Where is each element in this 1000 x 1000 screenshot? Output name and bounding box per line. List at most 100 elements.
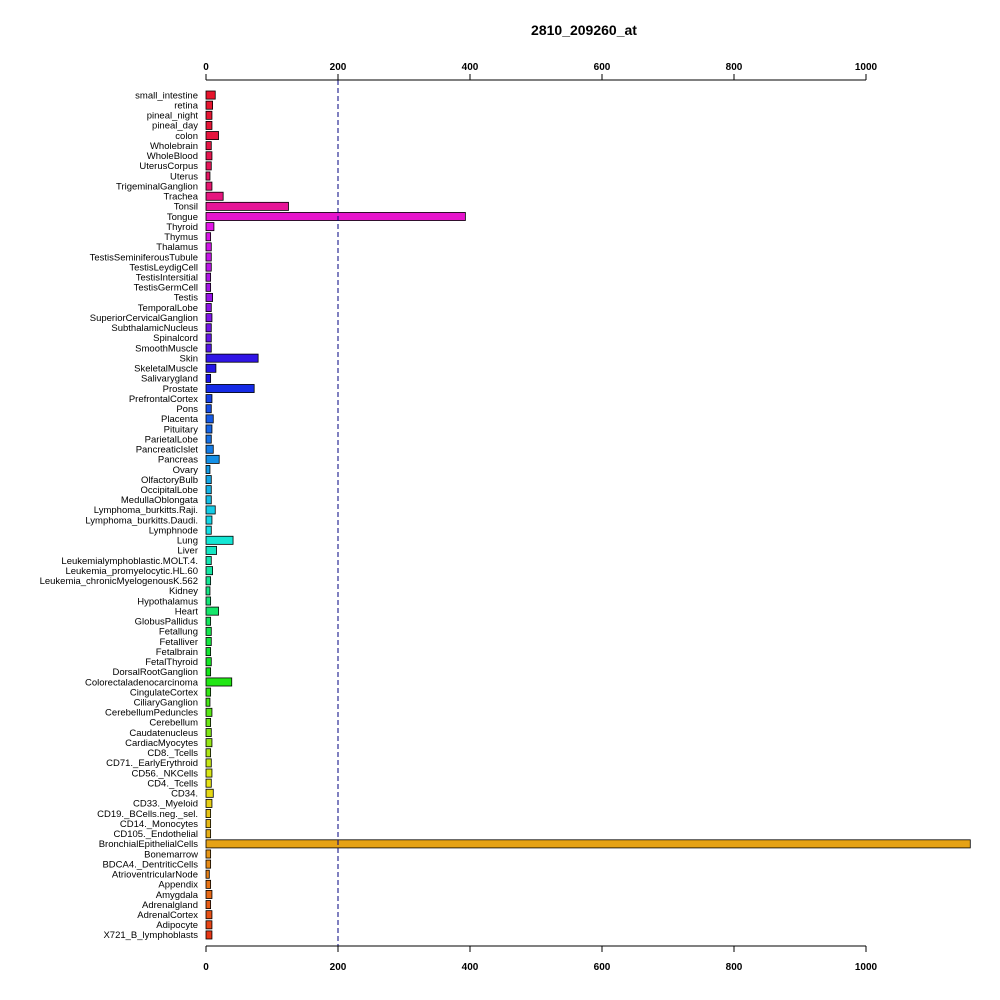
bar-cingulatecortex bbox=[205, 687, 212, 697]
bar-ciliaryganglion bbox=[205, 697, 211, 707]
category-label: Tongue bbox=[167, 212, 198, 223]
tick-label: 400 bbox=[462, 62, 479, 73]
chart-title: 2810_209260_at bbox=[531, 22, 637, 38]
bar-fetalbrain bbox=[205, 647, 212, 657]
category-label: Pons bbox=[176, 404, 198, 415]
category-label: Tonsil bbox=[174, 202, 198, 213]
category-label: DorsalRootGanglion bbox=[112, 667, 198, 678]
bar-leukemia-chronicmyelogenousk-562 bbox=[205, 576, 212, 586]
tick-label: 600 bbox=[594, 62, 611, 73]
bar-pancreaticislet bbox=[205, 444, 214, 454]
bar-testis bbox=[205, 292, 213, 302]
top-axis: 0 200 400 600 800 1000 bbox=[203, 62, 878, 81]
category-label: Leukemia_chronicMyelogenousK.562 bbox=[40, 576, 198, 587]
bar-colorectaladenocarcinoma bbox=[205, 677, 233, 687]
category-label: PancreaticIslet bbox=[136, 445, 199, 456]
category-label: CD19._BCells.neg._sel. bbox=[97, 809, 198, 820]
tick-label: 0 bbox=[203, 962, 209, 973]
category-label: Skin bbox=[180, 353, 198, 364]
category-label: X721_B_lymphoblasts bbox=[103, 930, 198, 941]
bar-x721-b-lymphoblasts bbox=[205, 930, 213, 940]
bar-cd56-nkcells bbox=[205, 768, 213, 778]
bar-small-intestine bbox=[205, 90, 216, 100]
category-label: pineal_day bbox=[152, 121, 198, 132]
category-label: Liver bbox=[177, 546, 198, 557]
category-label: CD105._Endothelial bbox=[113, 829, 198, 840]
bar-parietallobe bbox=[205, 434, 212, 444]
bar-colon bbox=[205, 131, 219, 140]
category-label: Leukemia_promyelocytic.HL.60 bbox=[65, 566, 198, 577]
category-label: Trachea bbox=[164, 192, 199, 203]
category-label: AdrenalCortex bbox=[137, 910, 198, 921]
bar-globuspallidus bbox=[205, 616, 212, 626]
bar-testisintersitial bbox=[205, 272, 212, 282]
category-label: Lymphoma_burkitts.Raji. bbox=[94, 505, 198, 516]
tick-label: 0 bbox=[203, 62, 209, 73]
bar-pituitary bbox=[205, 424, 213, 434]
category-label: Salivarygland bbox=[141, 374, 198, 385]
bar-pineal-day bbox=[205, 120, 213, 130]
category-label: Amygdala bbox=[156, 890, 199, 901]
tick-label: 800 bbox=[726, 962, 743, 973]
category-label: Prostate bbox=[163, 384, 198, 395]
bar-bronchialepithelialcells bbox=[205, 839, 971, 849]
category-label: Adipocyte bbox=[156, 920, 198, 931]
bar-atrioventricularnode bbox=[205, 869, 210, 879]
bar-fetalthyroid bbox=[205, 657, 212, 667]
category-label: Fetallung bbox=[159, 627, 198, 638]
bar-medullaoblongata bbox=[205, 495, 212, 505]
category-label: Spinalcord bbox=[153, 333, 198, 344]
bar-trigeminalganglion bbox=[205, 181, 213, 191]
bar-cd34 bbox=[205, 788, 214, 798]
category-label: CingulateCortex bbox=[130, 687, 198, 698]
bar-cd8-tcells bbox=[205, 748, 212, 758]
category-label: Leukemialymphoblastic.MOLT.4. bbox=[61, 556, 198, 567]
bar-wholebrain bbox=[205, 141, 212, 151]
category-label: Appendix bbox=[158, 880, 198, 891]
category-label: Lymphnode bbox=[149, 525, 198, 536]
category-label: OlfactoryBulb bbox=[141, 475, 198, 486]
tick-label: 600 bbox=[594, 962, 611, 973]
bar-prefrontalcortex bbox=[205, 394, 213, 404]
category-label: CD34. bbox=[171, 789, 198, 800]
category-label: Thymus bbox=[164, 232, 198, 243]
bar-leukemia-promyelocytic-hl-60 bbox=[205, 566, 213, 576]
category-label: CD14._Monocytes bbox=[120, 819, 198, 830]
bar-adrenalgland bbox=[205, 900, 212, 910]
category-label: Fetalliver bbox=[159, 637, 198, 648]
bar-testisleydigcell bbox=[205, 262, 212, 272]
bar-caudatenucleus bbox=[205, 728, 212, 738]
bar-cd4-tcells bbox=[205, 778, 212, 788]
category-label: CerebellumPeduncles bbox=[105, 708, 198, 719]
category-label: TestisSeminiferousTubule bbox=[90, 252, 198, 263]
bar-spinalcord bbox=[205, 333, 212, 343]
bar-lymphoma-burkitts-raji bbox=[205, 505, 216, 515]
category-label: TemporalLobe bbox=[138, 303, 198, 314]
category-label: Adrenalgland bbox=[142, 900, 198, 911]
category-label: SuperiorCervicalGanglion bbox=[90, 313, 198, 324]
category-label: CD71._EarlyErythroid bbox=[106, 758, 198, 769]
bars-layer bbox=[205, 80, 971, 946]
category-label: small_intestine bbox=[135, 90, 198, 101]
bar-pancreas bbox=[205, 454, 220, 464]
category-label: Pancreas bbox=[158, 455, 198, 466]
bar-lymphoma-burkitts-daudi bbox=[205, 515, 213, 525]
category-label: Fetalbrain bbox=[156, 647, 198, 658]
bar-adipocyte bbox=[205, 920, 213, 930]
bar-tongue bbox=[205, 212, 466, 221]
category-label: TestisGermCell bbox=[134, 283, 198, 294]
bottom-axis: 0 200 400 600 800 1000 bbox=[203, 945, 878, 973]
bar-skin bbox=[205, 353, 259, 363]
category-label: MedullaOblongata bbox=[121, 495, 199, 506]
bar-ovary bbox=[205, 465, 211, 474]
bar-thymus bbox=[205, 232, 212, 242]
category-label: TestisLeydigCell bbox=[129, 262, 198, 273]
bar-retina bbox=[205, 100, 213, 110]
category-label: Ovary bbox=[173, 465, 199, 476]
bar-liver bbox=[205, 545, 217, 555]
bar-pineal-night bbox=[205, 110, 213, 120]
bar-hypothalamus bbox=[205, 596, 212, 606]
category-label: colon bbox=[175, 131, 198, 142]
bar-fetallung bbox=[205, 626, 212, 636]
